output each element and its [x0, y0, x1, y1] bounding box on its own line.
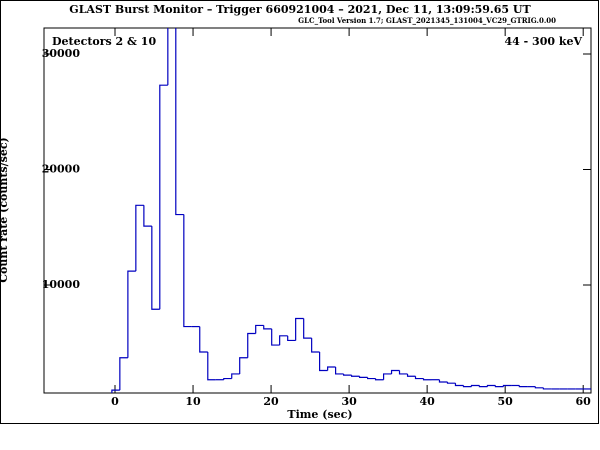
histogram-bin	[398, 370, 408, 375]
histogram-bin	[366, 377, 376, 380]
histogram-bin	[327, 366, 336, 371]
histogram-bin	[438, 379, 448, 383]
histogram-bin	[454, 383, 464, 387]
histogram-bin	[223, 377, 232, 380]
histogram-bin	[271, 328, 280, 346]
histogram	[111, 28, 591, 393]
histogram-bin	[159, 84, 168, 310]
histogram-bin	[287, 335, 296, 342]
histogram-bin	[390, 369, 400, 374]
histogram-bin	[494, 385, 504, 388]
histogram-bin	[351, 375, 360, 377]
histogram-bin	[167, 28, 169, 86]
histogram-bin	[127, 270, 136, 358]
histogram-bin	[422, 378, 432, 381]
histogram-bin	[374, 378, 384, 381]
histogram-bin	[255, 324, 264, 334]
histogram-bin	[478, 385, 488, 388]
histogram-bin	[111, 389, 120, 393]
histogram-bin	[462, 385, 472, 388]
x-axis-label: Time (sec)	[287, 408, 352, 421]
histogram-bin	[406, 373, 416, 377]
histogram-bin	[518, 385, 528, 388]
histogram-bin	[175, 28, 184, 216]
x-tick-label: 60	[576, 395, 592, 408]
histogram-bin	[335, 367, 344, 375]
x-tick-label: 30	[341, 395, 357, 408]
histogram-bin	[199, 326, 208, 353]
x-tick-label: 0	[111, 395, 119, 408]
chart-subtitle: GLC_Tool Version 1.7; GLAST_2021345_1310…	[298, 16, 556, 25]
frame	[0, 0, 599, 424]
annotation: Detectors 2 & 10	[52, 35, 156, 48]
histogram-bin	[502, 384, 512, 387]
histogram-bin	[231, 373, 240, 379]
histogram-bin	[470, 384, 480, 387]
histogram-bin	[119, 357, 128, 391]
histogram-bin	[542, 387, 552, 390]
histogram-bin	[303, 318, 312, 339]
chart-title: GLAST Burst Monitor – Trigger 660921004 …	[69, 3, 531, 16]
y-axis-label: Count rate (counts/sec)	[0, 137, 10, 282]
plot-frame	[43, 27, 592, 394]
histogram-bin	[183, 214, 192, 328]
histogram-bin	[382, 373, 392, 380]
histogram-bin	[239, 357, 248, 374]
histogram-bin	[414, 376, 424, 380]
y-tick-label: 20000	[42, 162, 81, 175]
y-tick-label: 30000	[42, 47, 81, 60]
histogram-bin	[279, 335, 288, 346]
histogram-bin	[135, 204, 144, 272]
histogram-bin	[263, 325, 272, 330]
histogram-bin	[151, 226, 160, 310]
histogram-bin	[207, 351, 216, 381]
x-tick-label: 20	[263, 395, 279, 408]
histogram-bin	[534, 386, 544, 389]
histogram-bin	[143, 205, 152, 227]
histogram-bin	[319, 351, 328, 372]
x-tick-label: 40	[419, 395, 435, 408]
annotation: 44 - 300 keV	[505, 35, 583, 48]
histogram-bin	[247, 332, 256, 358]
y-tick-label: 10000	[42, 278, 81, 291]
x-tick-label: 10	[185, 395, 201, 408]
x-tick-label: 50	[498, 395, 514, 408]
histogram-bin	[358, 376, 368, 379]
histogram-bin	[295, 317, 304, 341]
histogram-bin	[343, 373, 352, 376]
histogram-bin	[311, 338, 320, 353]
histogram-bin	[486, 384, 496, 387]
histogram-bin	[446, 382, 456, 384]
